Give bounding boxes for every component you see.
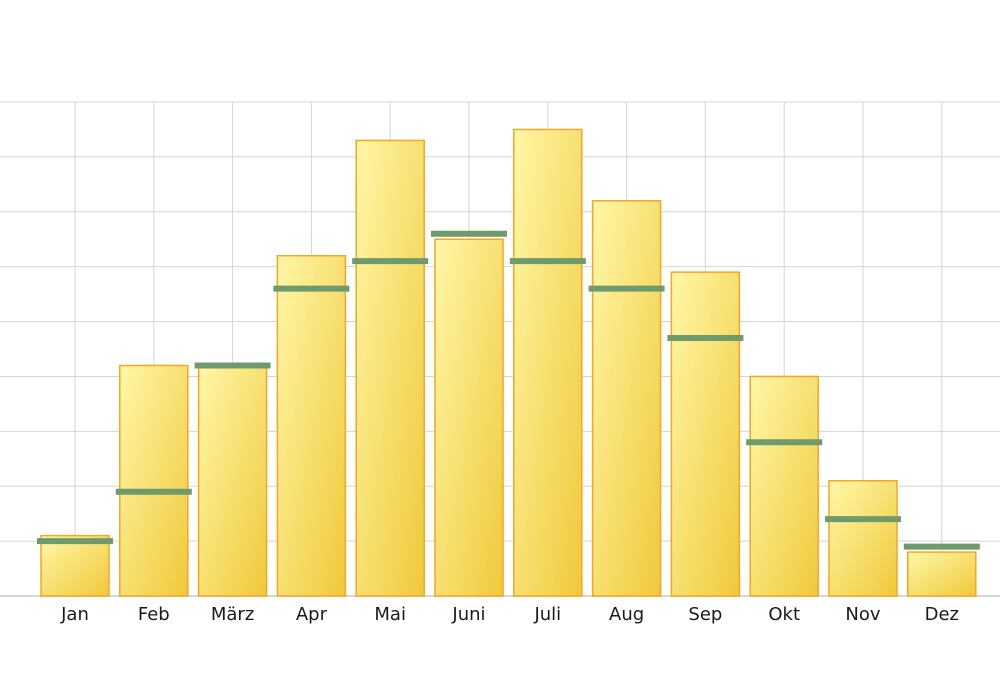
x-tick-label: Dez — [925, 604, 959, 625]
x-tick-label: Juli — [533, 604, 561, 625]
x-tick-label: Feb — [138, 604, 170, 625]
bar-mai — [355, 139, 425, 597]
bar-aug — [591, 200, 662, 597]
marker-series — [37, 230, 980, 550]
x-tick-label: Apr — [296, 604, 328, 625]
x-tick-label: Juni — [451, 604, 485, 625]
bar-juni — [434, 238, 504, 597]
x-tick-label: Okt — [768, 604, 800, 625]
x-tick-label: Aug — [609, 604, 644, 625]
bar-feb — [119, 364, 189, 597]
x-axis-labels: Jan Feb März Apr Mai Juni Juli Aug Sep Okt Nov Dez — [60, 604, 959, 625]
bar-sep — [670, 271, 741, 597]
x-tick-label: Sep — [688, 604, 722, 625]
x-tick-label: Nov — [845, 604, 880, 625]
bar-dez — [907, 551, 977, 597]
x-tick-label: Jan — [60, 604, 89, 625]
bar-nov — [828, 479, 898, 597]
x-tick-label: März — [211, 604, 254, 625]
bar-jan — [40, 534, 110, 597]
x-tick-label: Mai — [374, 604, 406, 625]
bar-okt — [749, 375, 819, 597]
bar-series — [40, 128, 977, 597]
bar-märz — [197, 364, 268, 597]
bar-apr — [276, 254, 347, 597]
bar-juli — [513, 128, 583, 597]
